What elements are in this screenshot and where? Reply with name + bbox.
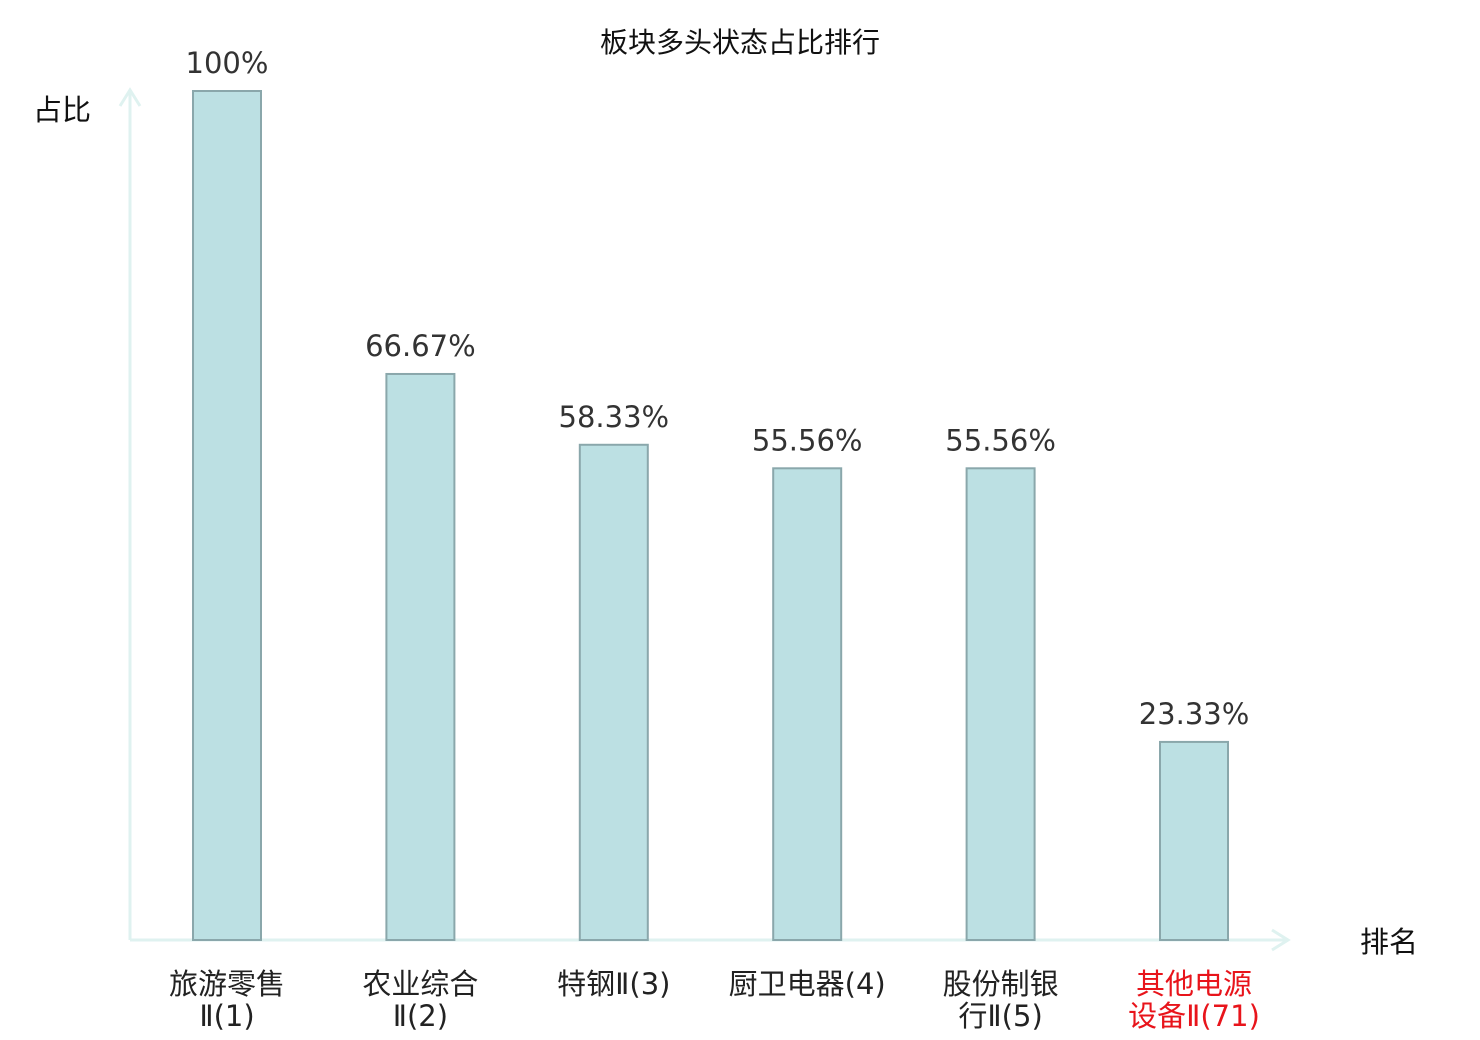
bar [772,467,843,941]
y-axis-arrow [118,87,142,107]
axes [118,87,1291,952]
data-label: 55.56% [752,423,863,457]
x-axis-label: 排名 [1360,925,1418,959]
x-tick-label: 旅游零售 [169,967,285,1001]
data-label: 55.56% [945,423,1056,457]
bars-group [192,90,1229,942]
x-tick-label: 农业综合 [362,967,478,1001]
data-label: 100% [186,46,269,80]
bar [385,372,456,942]
x-tick-label: 厨卫电器(4) [729,967,886,1001]
x-axis-arrow [1271,928,1291,952]
x-tick-label: 设备Ⅱ(71) [1128,999,1260,1033]
x-tick-label: 股份制银 [943,967,1059,1001]
x-tick-label: Ⅱ(1) [199,999,254,1033]
data-label: 66.67% [365,329,476,363]
bar [578,443,649,941]
data-label: 58.33% [559,400,670,434]
x-tick-label: 行Ⅱ(5) [958,999,1042,1033]
x-tick-label: Ⅱ(2) [393,999,448,1033]
bar [192,90,262,941]
bar [965,467,1036,941]
chart-title: 板块多头状态占比排行 [600,26,880,59]
x-tick-label: 其他电源 [1136,967,1252,1001]
value-labels-group: 100% 66.67% 58.33% 55.56% 55.56% 23.33% [186,46,1250,731]
y-axis-label: 占比 [33,93,91,127]
x-tick-label: 特钢Ⅱ(3) [557,967,670,1001]
data-label: 23.33% [1139,697,1250,731]
bar [1159,740,1229,941]
